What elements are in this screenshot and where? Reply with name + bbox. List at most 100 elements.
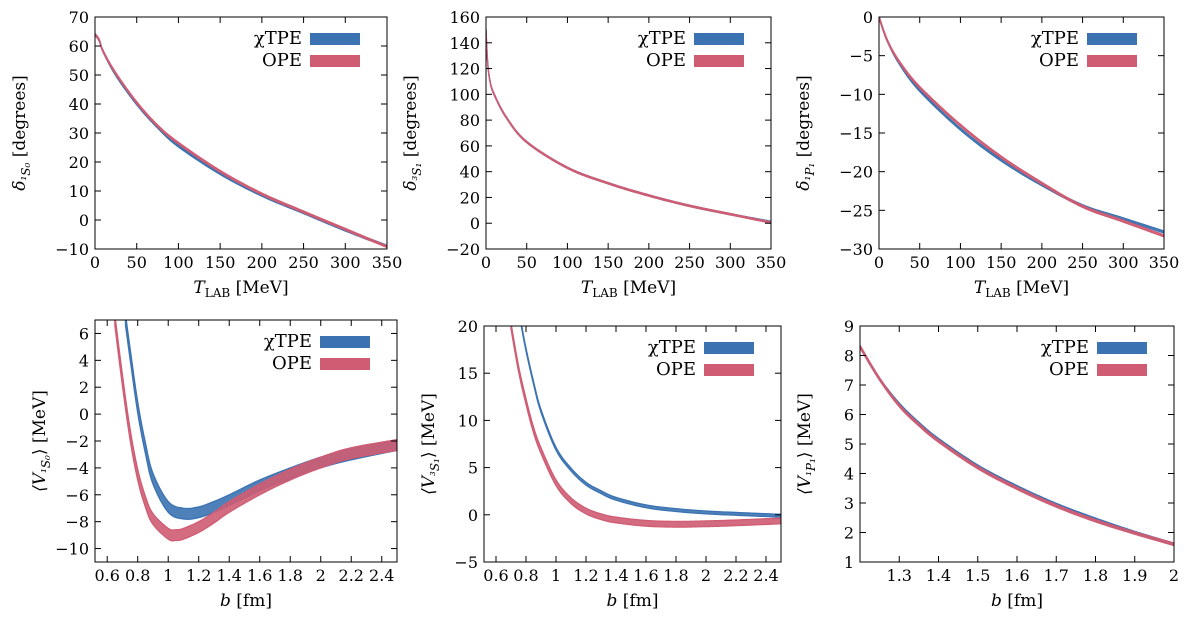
- y-tick-label: 4: [844, 465, 854, 484]
- x-tick-label: 1.4: [603, 566, 628, 585]
- x-tick-label: 350: [372, 253, 403, 272]
- legend-label-chi-tpe: χTPE: [1031, 28, 1079, 49]
- x-tick-label: 1.2: [573, 566, 598, 585]
- x-tick-label: 100: [945, 253, 976, 272]
- x-tick-label: 2: [1169, 566, 1179, 585]
- x-tick-label: 1.6: [247, 566, 272, 585]
- y-tick-label: 0: [468, 506, 478, 525]
- y-tick-label: 6: [79, 324, 89, 343]
- x-axis-title: TLAB [MeV]: [974, 278, 1069, 300]
- x-axis-title: b [fm]: [991, 591, 1043, 611]
- x-tick-label: 1: [163, 566, 173, 585]
- x-tick-label: 1: [551, 566, 561, 585]
- legend-swatch-chi-tpe: [310, 33, 360, 45]
- x-tick-label: 0: [874, 253, 884, 272]
- x-tick-label: 2.4: [753, 566, 778, 585]
- y-tick-label: −2: [65, 432, 89, 451]
- x-tick-label: 1.8: [663, 566, 688, 585]
- x-tick-label: 2.2: [723, 566, 748, 585]
- y-tick-label: −20: [839, 163, 873, 182]
- series-band-chi-tpe: [879, 17, 1164, 234]
- x-axis-title: TLAB [MeV]: [193, 278, 288, 300]
- x-tick-label: 0: [481, 253, 491, 272]
- plot-frame: [483, 325, 782, 563]
- y-axis-title: δ³S₁ [degrees]: [401, 75, 424, 191]
- y-tick-label: 50: [69, 66, 89, 85]
- y-tick-label: −8: [65, 513, 89, 532]
- x-tick-label: 1.3: [887, 566, 912, 585]
- y-tick-label: 5: [844, 435, 854, 454]
- x-tick-label: 1.6: [633, 566, 658, 585]
- y-tick-label: 80: [460, 111, 480, 130]
- y-tick-label: −5: [454, 553, 478, 572]
- y-tick-label: 30: [69, 124, 89, 143]
- series-band-ope: [879, 17, 1164, 238]
- legend-label-ope: OPE: [1049, 359, 1089, 380]
- x-tick-label: 200: [1027, 253, 1058, 272]
- x-axis-title: b [fm]: [607, 591, 659, 611]
- y-tick-label: 20: [458, 317, 478, 336]
- x-tick-label: 1.6: [1004, 566, 1029, 585]
- y-tick-label: 4: [79, 351, 89, 370]
- legend-swatch-ope: [704, 364, 754, 376]
- y-tick-label: 0: [79, 405, 89, 424]
- series-band-chi-tpe: [124, 320, 397, 520]
- legend-swatch-chi-tpe: [320, 336, 370, 348]
- legend-swatch-chi-tpe: [1087, 33, 1137, 45]
- x-tick-label: 50: [910, 253, 930, 272]
- y-tick-label: 7: [844, 376, 854, 395]
- x-tick-label: 1.4: [926, 566, 951, 585]
- plot-area: [114, 320, 397, 542]
- y-tick-label: 20: [460, 188, 480, 207]
- plot-area: [95, 32, 387, 249]
- series-band-chi-tpe: [520, 326, 781, 518]
- y-tick-label: 140: [449, 34, 480, 53]
- panel-delta-3s1: 0 50 100 150 200 250 300 350−200204060801001201…: [401, 8, 786, 300]
- y-tick-label: −5: [849, 47, 873, 66]
- x-tick-label: 200: [634, 253, 665, 272]
- series-band-ope: [114, 320, 397, 542]
- panel-delta-1s0: 0 50 100 150 200 250 300 350−10010203040506070T…: [10, 8, 402, 300]
- series-band-ope: [860, 344, 1174, 547]
- x-tick-label: 350: [756, 253, 787, 272]
- y-tick-label: 3: [844, 494, 854, 513]
- legend-swatch-ope: [320, 358, 370, 370]
- y-tick-label: 40: [460, 163, 480, 182]
- y-axis-title: ⟨V¹P₁⟩ [MeV]: [795, 393, 818, 495]
- y-tick-label: −20: [446, 240, 480, 259]
- y-axis-title: ⟨V¹S₀⟩ [MeV]: [30, 390, 53, 492]
- x-tick-label: 0.6: [483, 566, 508, 585]
- x-tick-label: 1.8: [1083, 566, 1108, 585]
- x-tick-label: 300: [330, 253, 361, 272]
- y-tick-label: 10: [458, 411, 478, 430]
- x-tick-label: 1.9: [1122, 566, 1147, 585]
- x-tick-label: 1.2: [186, 566, 211, 585]
- y-tick-label: 2: [79, 378, 89, 397]
- x-tick-label: 150: [986, 253, 1017, 272]
- y-tick-label: 1: [844, 553, 854, 572]
- x-tick-label: 0.8: [125, 566, 150, 585]
- y-tick-label: 9: [844, 317, 854, 336]
- legend-swatch-ope: [694, 55, 744, 67]
- legend-label-ope: OPE: [656, 359, 696, 380]
- panel-delta-1p1: 0 50 100 150 200 250 300 350 −30 −25 −20 −15 −10 −5 0 T…: [794, 8, 1179, 300]
- x-tick-label: 2: [316, 566, 326, 585]
- y-axis-title: ⟨V³S₁⟩ [MeV]: [419, 393, 442, 495]
- x-tick-label: 0.8: [513, 566, 538, 585]
- y-tick-label: −30: [839, 240, 873, 259]
- legend-label-chi-tpe: χTPE: [254, 28, 302, 49]
- y-tick-label: 160: [449, 8, 480, 27]
- y-tick-label: 120: [449, 60, 480, 79]
- y-axis-title: δ¹P₁ [degrees]: [794, 75, 817, 190]
- legend-swatch-ope: [310, 55, 360, 67]
- y-tick-label: 70: [69, 8, 89, 27]
- series-band-ope: [486, 29, 771, 224]
- legend-swatch-chi-tpe: [1097, 342, 1147, 354]
- y-tick-label: 6: [844, 406, 854, 425]
- x-tick-label: 200: [247, 253, 278, 272]
- x-axis-title: b [fm]: [220, 591, 272, 611]
- x-tick-label: 1.5: [965, 566, 990, 585]
- x-tick-label: 50: [127, 253, 147, 272]
- x-tick-label: 2.2: [339, 566, 364, 585]
